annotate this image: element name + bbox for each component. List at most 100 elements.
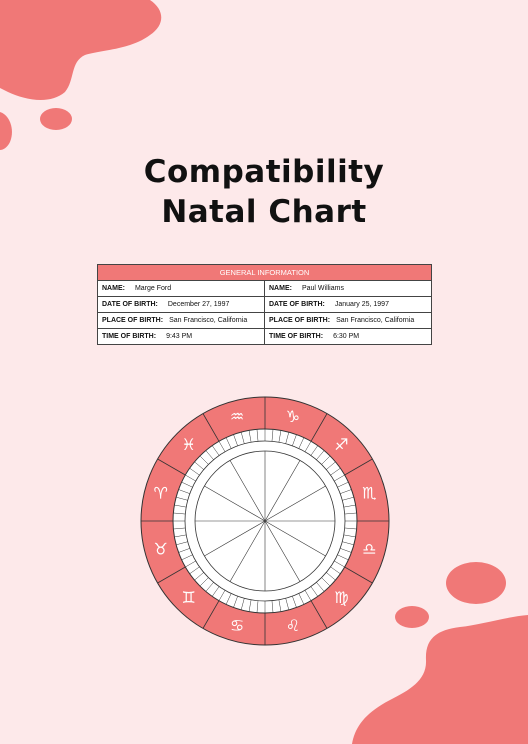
degree-tick <box>218 590 226 601</box>
person1-name-value: Marge Ford <box>134 285 172 292</box>
person1-pob-value: San Francisco, California <box>169 317 248 324</box>
table-row: DATE OF BIRTH: December 27, 1997 DATE OF … <box>97 296 432 313</box>
dob-label: DATE OF BIRTH: <box>269 301 325 308</box>
page-title-line-1: Compatibility <box>143 154 385 190</box>
degree-tick <box>185 560 196 568</box>
degree-tick <box>173 527 186 530</box>
person2-tob-cell: TIME OF BIRTH: 6:30 PM <box>264 328 432 345</box>
degree-tick <box>225 593 232 605</box>
degree-tick <box>278 599 282 612</box>
degree-tick <box>189 566 200 574</box>
degree-tick <box>256 429 259 442</box>
degree-tick <box>194 572 204 581</box>
degree-tick <box>343 504 356 508</box>
degree-tick <box>310 445 318 456</box>
decorative-blob-top-left <box>0 0 162 150</box>
person1-pob-cell: PLACE OF BIRTH: San Francisco, California <box>97 312 265 329</box>
degree-tick <box>285 598 290 610</box>
degree-tick <box>199 455 209 465</box>
degree-tick <box>340 489 352 494</box>
general-information-table: GENERAL INFORMATION NAME: Marge Ford NAME… <box>97 264 432 345</box>
degree-tick <box>337 481 349 488</box>
degree-tick <box>285 432 290 444</box>
page-title-line-2: Natal Chart <box>161 194 367 230</box>
degree-tick <box>343 534 356 538</box>
degree-tick <box>337 554 349 561</box>
degree-tick <box>248 599 252 612</box>
decorative-blob-bottom-right <box>352 562 528 744</box>
degree-tick <box>316 450 325 460</box>
degree-tick <box>240 598 245 610</box>
degree-tick <box>334 560 345 568</box>
person1-tob-cell: TIME OF BIRTH: 9:43 PM <box>97 328 265 345</box>
degree-tick <box>326 572 336 581</box>
tob-label: TIME OF BIRTH: <box>269 333 324 340</box>
degree-tick <box>176 541 188 546</box>
degree-tick <box>225 437 232 449</box>
sign-divider <box>310 600 328 629</box>
degree-tick <box>326 461 336 470</box>
degree-tick <box>292 434 297 446</box>
gemini-icon: ♊︎ <box>181 588 195 607</box>
sign-divider <box>344 566 373 584</box>
degree-tick <box>344 527 357 530</box>
table-row: NAME: Marge Ford NAME: Paul Williams <box>97 280 432 297</box>
degree-tick <box>304 590 312 601</box>
house-spoke <box>264 520 301 582</box>
dob-label: DATE OF BIRTH: <box>102 301 158 308</box>
house-spoke <box>229 520 266 582</box>
degree-tick <box>248 430 252 443</box>
degree-tick <box>212 445 220 456</box>
degree-tick <box>334 474 345 482</box>
degree-tick <box>176 496 188 501</box>
degree-tick <box>189 468 200 476</box>
degree-tick <box>310 586 318 597</box>
house-spoke <box>229 460 266 522</box>
house-spoke <box>204 485 266 522</box>
degree-tick <box>304 441 312 452</box>
person2-pob-value: San Francisco, California <box>336 317 415 324</box>
person2-name-cell: NAME: Paul Williams <box>264 280 432 297</box>
degree-tick <box>212 586 220 597</box>
degree-tick <box>218 441 226 452</box>
sign-divider <box>344 458 373 476</box>
degree-tick <box>321 455 331 465</box>
person2-tob-value: 6:30 PM <box>333 333 360 340</box>
degree-tick <box>256 600 259 613</box>
degree-tick <box>342 496 354 501</box>
person2-dob-value: January 25, 1997 <box>334 301 389 308</box>
degree-tick <box>292 596 297 608</box>
degree-tick <box>174 504 187 508</box>
name-label: NAME: <box>102 285 125 292</box>
degree-tick <box>181 554 193 561</box>
degree-tick <box>342 541 354 546</box>
pob-label: PLACE OF BIRTH: <box>102 317 164 324</box>
person1-dob-value: December 27, 1997 <box>167 301 230 308</box>
sagittarius-icon: ♐︎ <box>334 435 348 454</box>
degree-tick <box>271 429 274 442</box>
house-spoke <box>264 460 301 522</box>
degree-tick <box>194 461 204 470</box>
libra-icon: ♎︎ <box>362 539 376 558</box>
sign-divider <box>202 600 220 629</box>
person2-dob-cell: DATE OF BIRTH: January 25, 1997 <box>264 296 432 313</box>
sign-divider <box>157 566 186 584</box>
degree-tick <box>178 548 190 553</box>
aquarius-icon: ♒︎ <box>230 407 244 426</box>
house-spoke <box>264 485 326 522</box>
person2-pob-cell: PLACE OF BIRTH: San Francisco, California <box>264 312 432 329</box>
degree-tick <box>181 481 193 488</box>
person2-name-value: Paul Williams <box>301 285 344 292</box>
house-spoke <box>204 520 266 557</box>
degree-tick <box>316 582 325 592</box>
table-row: PLACE OF BIRTH: San Francisco, California… <box>97 312 432 329</box>
tob-label: TIME OF BIRTH: <box>102 333 157 340</box>
house-spoke <box>264 520 326 557</box>
scorpio-icon: ♏︎ <box>362 484 376 503</box>
degree-tick <box>298 437 305 449</box>
degree-tick <box>340 548 352 553</box>
person1-name-cell: NAME: Marge Ford <box>97 280 265 297</box>
degree-tick <box>173 512 186 515</box>
degree-tick <box>233 596 238 608</box>
table-row: TIME OF BIRTH: 9:43 PM TIME OF BIRTH: 6:30… <box>97 328 432 345</box>
